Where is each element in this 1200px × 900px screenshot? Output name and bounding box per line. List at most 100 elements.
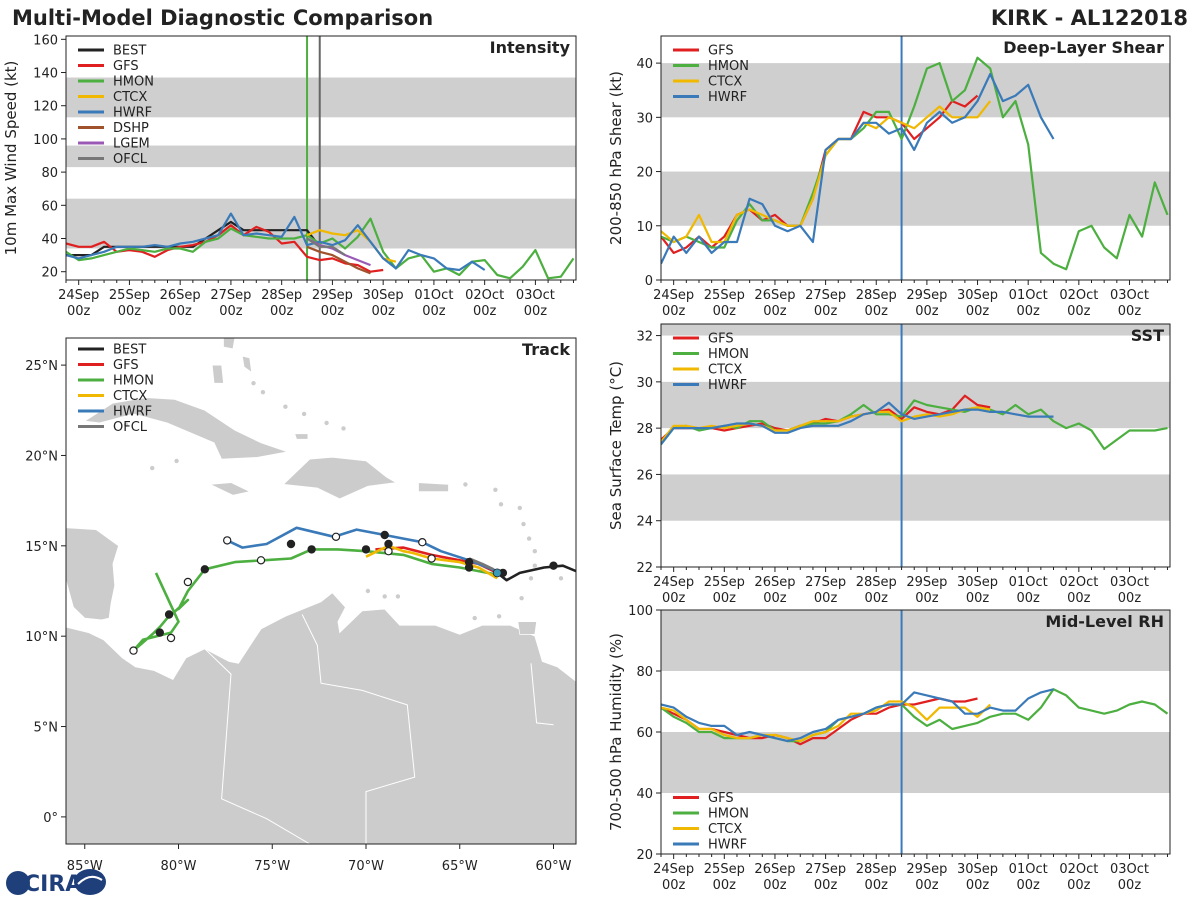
x-tick-label-date: 29Sep: [906, 862, 947, 877]
lon-tick-label: 80°W: [161, 859, 197, 874]
legend-label: HMON: [708, 347, 749, 362]
shaded-band: [661, 324, 1170, 336]
island-dot: [217, 371, 222, 377]
legend-label: HMON: [708, 807, 749, 822]
x-tick-label-date: 03Oct: [1110, 862, 1149, 877]
legend-label: GFS: [113, 358, 139, 373]
y-tick-label: 40: [41, 233, 58, 248]
island-dot: [283, 404, 288, 409]
x-tick-label-date: 27Sep: [805, 862, 846, 877]
x-tick-label-hour: 00z: [118, 304, 142, 319]
track-position-marker: [384, 547, 393, 556]
track-ofcl-line: [468, 557, 495, 571]
x-tick-label-hour: 00z: [966, 591, 990, 606]
legend-label: GFS: [708, 332, 734, 347]
panel-title: Mid-Level RH: [1045, 612, 1164, 631]
x-tick-label-hour: 00z: [662, 591, 686, 606]
track-position-marker: [129, 646, 138, 655]
y-tick-label: 40: [636, 57, 653, 72]
x-tick-label-hour: 00z: [713, 591, 737, 606]
shaded-band: [66, 145, 576, 168]
logo-globe-icon: [6, 871, 30, 895]
y-tick-label: 10: [636, 220, 653, 235]
x-tick-label-date: 26Sep: [754, 862, 795, 877]
series-group: [66, 212, 575, 280]
plot-frame: [660, 35, 1171, 281]
island-dot: [496, 614, 502, 619]
country-border: [110, 619, 125, 658]
x-tick-label-hour: 00z: [814, 878, 838, 893]
panel-title: SST: [1131, 326, 1164, 345]
track-position-marker: [222, 536, 232, 545]
legend-label: HWRF: [708, 378, 747, 393]
track-position-marker: [384, 539, 393, 549]
x-tick-label-hour: 00z: [662, 878, 686, 893]
x-tick-label-date: 28Sep: [856, 288, 897, 303]
x-tick-label-date: 28Sep: [261, 288, 302, 303]
x-tick-label-date: 29Sep: [906, 288, 947, 303]
series-hwrf-line: [661, 72, 1055, 265]
logo-swirl-stroke: [77, 875, 103, 885]
x-tick-label-date: 03Oct: [516, 288, 555, 303]
island-dot: [382, 594, 387, 599]
y-tick-label: 22: [636, 561, 653, 576]
y-tick-label: 20: [41, 266, 58, 281]
lat-tick-label: 15°N: [25, 540, 58, 555]
y-tick-label: 26: [636, 468, 653, 483]
x-tick-label-date: 30Sep: [363, 288, 404, 303]
island-dot: [324, 420, 329, 426]
x-tick-label-date: 24Sep: [58, 288, 99, 303]
island-dot: [178, 411, 183, 417]
x-tick-label-date: 27Sep: [805, 575, 846, 590]
lat-tick-label: 20°N: [25, 449, 58, 464]
island-dot: [301, 411, 307, 417]
x-tick-label-date: 25Sep: [704, 862, 745, 877]
legend-label: HWRF: [113, 106, 152, 121]
legend-label: GFS: [113, 59, 139, 74]
x-tick-label-date: 26Sep: [754, 575, 795, 590]
x-tick-label-date: 30Sep: [957, 862, 998, 877]
island-dot: [395, 594, 401, 599]
x-tick-label-date: 25Sep: [109, 288, 150, 303]
figure-title: Multi-Model Diagnostic Comparison: [12, 6, 433, 30]
x-tick-label-hour: 00z: [662, 304, 686, 319]
island-dot: [215, 424, 221, 429]
island-dot: [341, 426, 346, 431]
legend-label: BEST: [113, 343, 146, 358]
x-tick-label-hour: 00z: [915, 591, 939, 606]
bahamas-abaco-land: [223, 338, 236, 350]
island-dot: [498, 502, 504, 507]
island-dot: [365, 588, 371, 594]
series-group: [661, 394, 1168, 451]
country-border: [204, 648, 311, 844]
track-best-line: [496, 564, 576, 582]
x-tick-label-hour: 00z: [1118, 591, 1142, 606]
x-tick-label-date: 24Sep: [653, 862, 694, 877]
track-position-marker: [307, 545, 316, 554]
island-dot: [532, 549, 537, 554]
legend-label: BEST: [113, 44, 146, 59]
x-tick-label-hour: 00z: [422, 304, 446, 319]
x-tick-label-date: 29Sep: [312, 288, 353, 303]
plot-frame: [660, 609, 1171, 855]
x-tick-label-hour: 00z: [713, 304, 737, 319]
x-tick-label-date: 28Sep: [856, 862, 897, 877]
x-tick-label-hour: 00z: [713, 878, 737, 893]
x-tick-label-date: 02Oct: [465, 288, 504, 303]
lat-tick-label: 5°N: [34, 721, 59, 736]
legend-label: OFCL: [113, 152, 148, 167]
x-tick-label-date: 26Sep: [754, 288, 795, 303]
x-tick-label-hour: 00z: [1118, 304, 1142, 319]
shaded-band: [661, 610, 1170, 671]
x-tick-label-hour: 00z: [814, 304, 838, 319]
x-tick-label-hour: 00z: [1118, 878, 1142, 893]
y-tick-label: 60: [41, 199, 58, 214]
legend-label: CTCX: [708, 75, 742, 90]
track-position-marker: [361, 545, 371, 554]
x-tick-label-date: 27Sep: [805, 288, 846, 303]
series-ofcl-line: [306, 237, 346, 257]
x-tick-label-hour: 00z: [270, 304, 294, 319]
x-tick-label-hour: 00z: [915, 304, 939, 319]
jamaica-land: [209, 482, 251, 496]
